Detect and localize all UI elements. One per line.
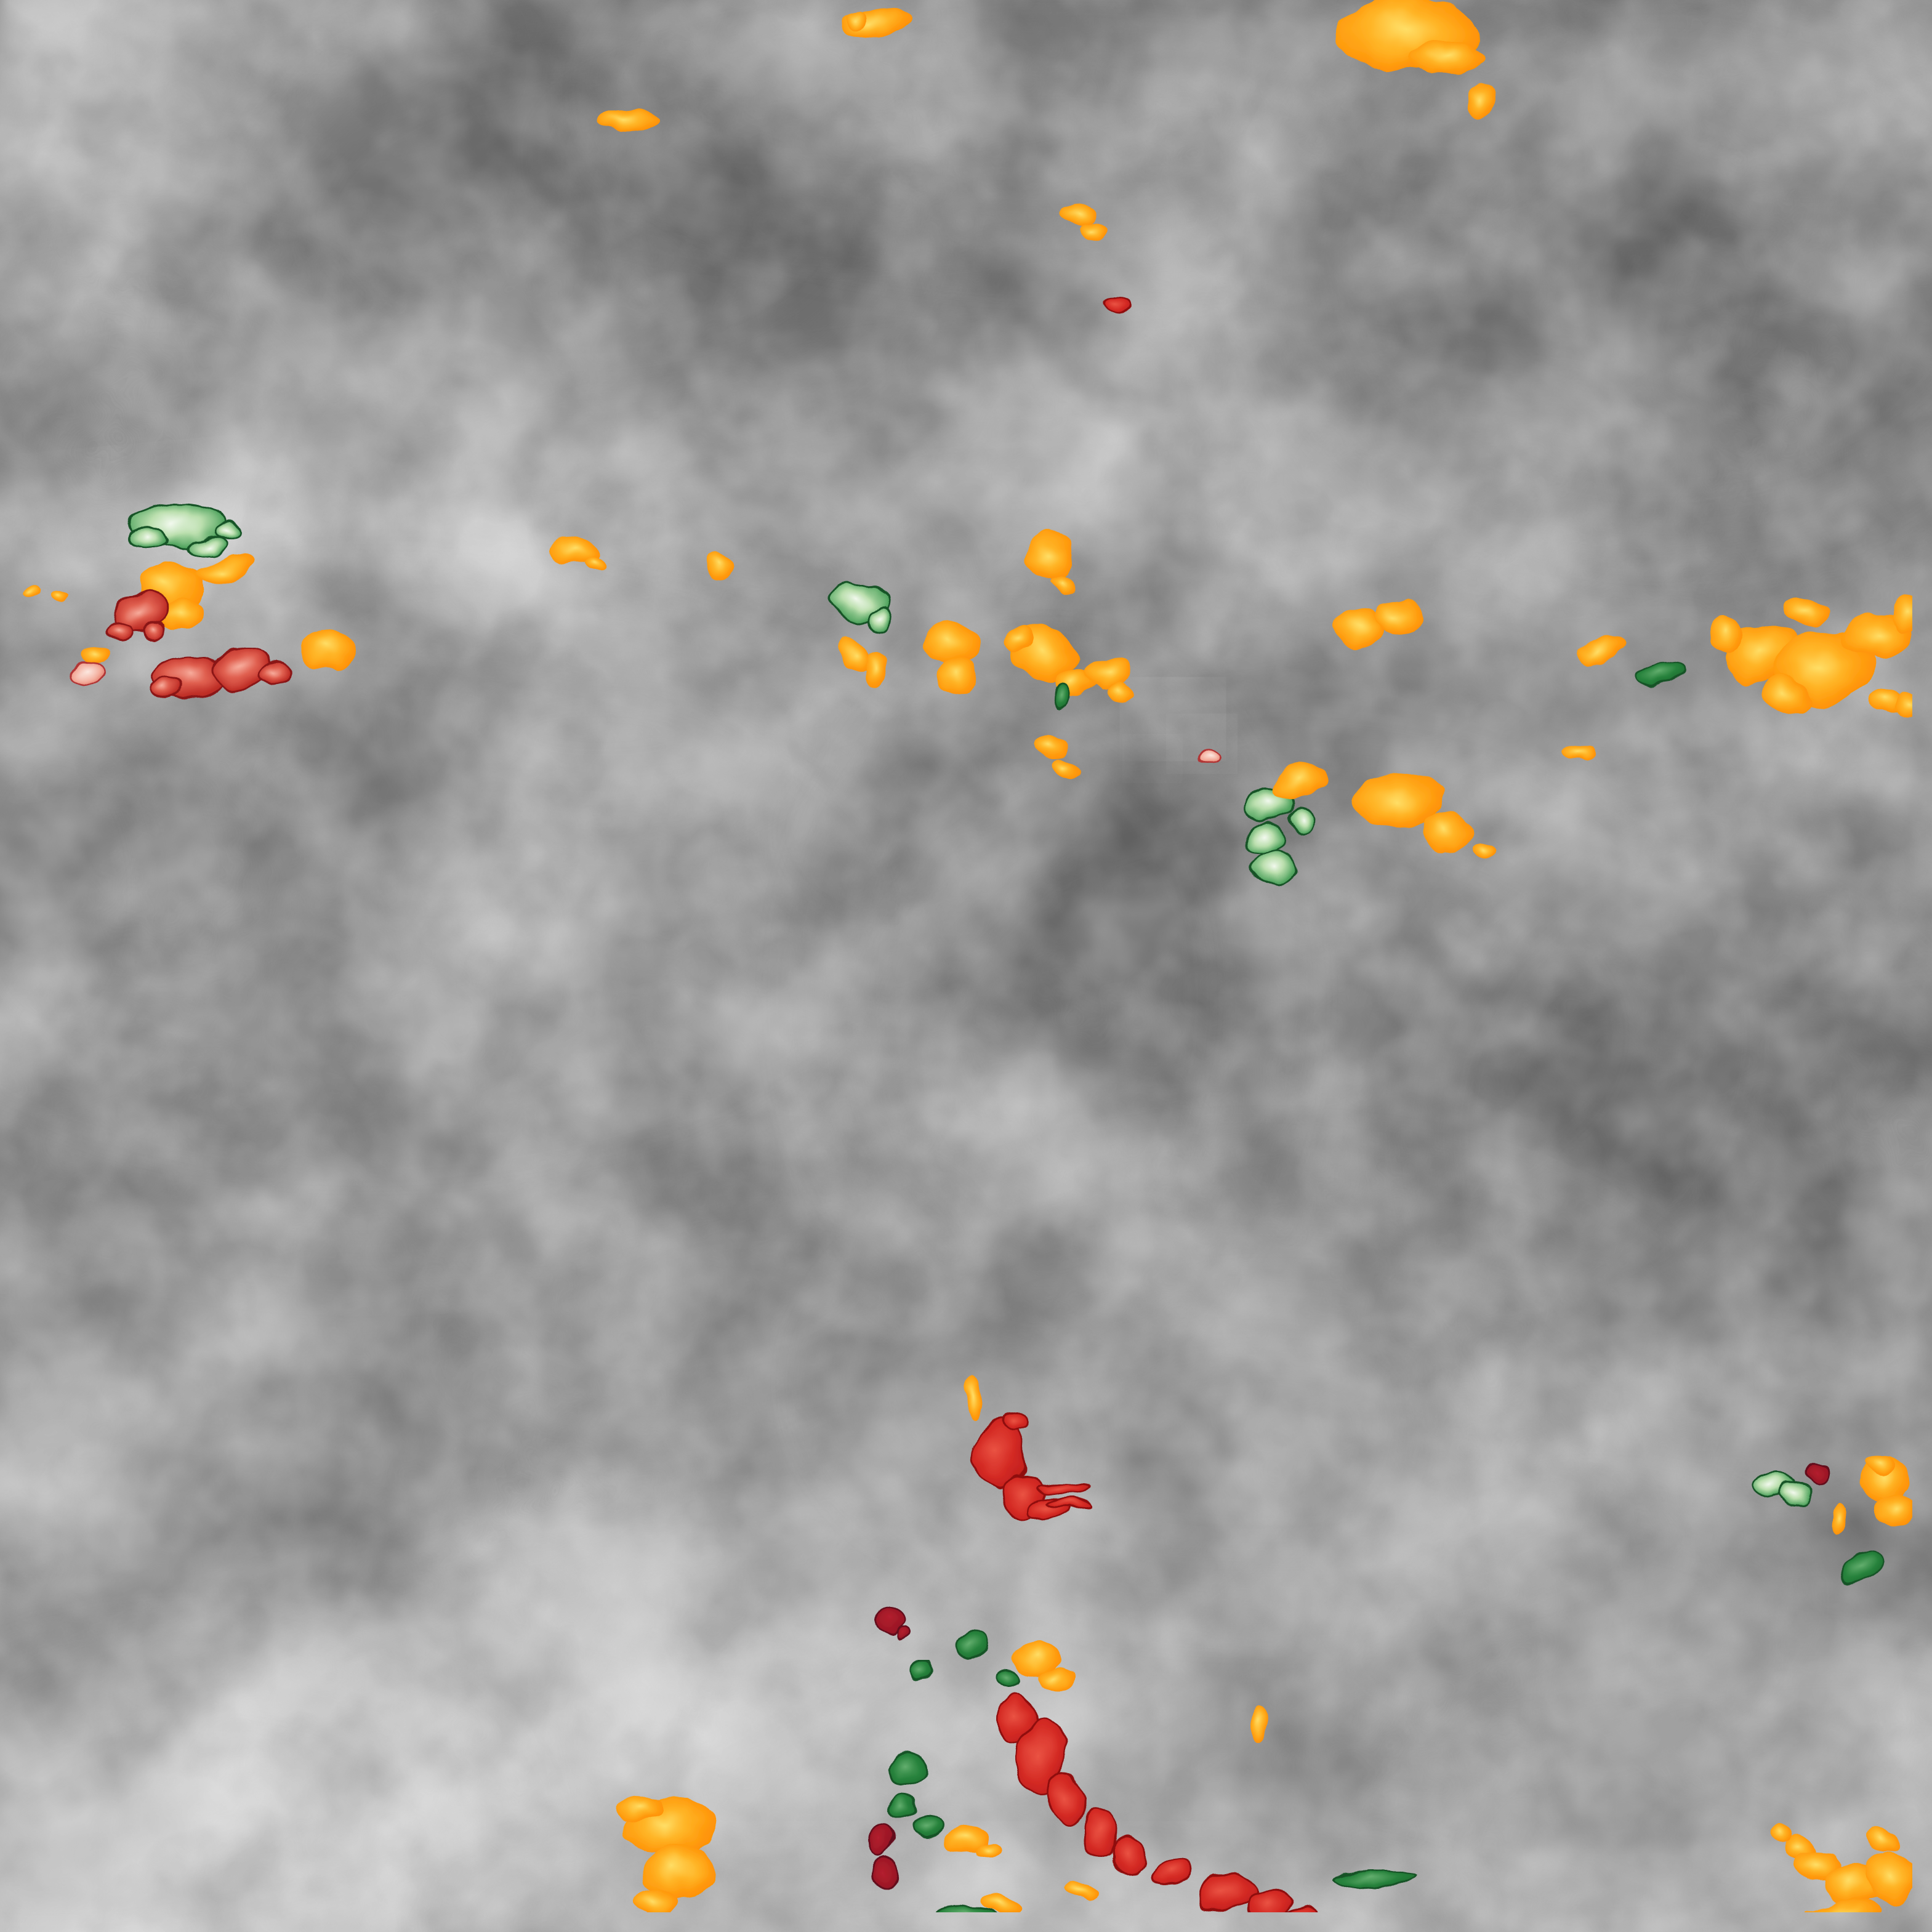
satellite-ir-image: [0, 0, 1932, 1932]
cell-lobe: [1006, 628, 1038, 653]
cell-lobe: [187, 534, 226, 552]
convective-cell-pink: [1200, 751, 1217, 767]
cell-lobe: [1869, 1854, 1914, 1904]
cell-lobe: [886, 1793, 914, 1817]
satellite-scene: [0, 0, 1932, 1932]
convective-cell-dark_red: [1806, 1462, 1829, 1483]
cell-lobe: [975, 1893, 1020, 1912]
convective-cell-green_small: [994, 1670, 1022, 1686]
cell-lobe: [896, 1629, 914, 1640]
cell-lobe: [1049, 574, 1072, 592]
cell-lobe: [909, 1817, 941, 1837]
cell-lobe: [1198, 1872, 1255, 1910]
cell-lobe: [1705, 621, 1743, 647]
convective-cell-orange: [1827, 1502, 1846, 1532]
cell-lobe: [1335, 606, 1383, 650]
cell-lobe: [1410, 40, 1484, 77]
cell-lobe: [1250, 1709, 1266, 1741]
convective-cell-green_small: [1335, 1870, 1418, 1887]
convective-cell-orange: [1071, 1883, 1099, 1899]
cell-lobe: [1769, 1825, 1792, 1841]
convective-cell-green_small: [1055, 683, 1071, 707]
cell-lobe: [1255, 850, 1303, 888]
cell-lobe: [1103, 299, 1127, 318]
convective-cell-pink: [71, 662, 105, 682]
cell-lobe: [887, 1752, 932, 1784]
cell-lobe: [994, 1670, 1022, 1686]
cell-lobe: [1420, 816, 1476, 848]
cell-lobe: [1335, 1870, 1418, 1887]
cell-lobe: [1878, 1492, 1917, 1527]
cell-lobe: [850, 10, 872, 27]
convective-cell-orange: [843, 10, 912, 37]
cell-lobe: [1781, 1483, 1809, 1504]
cell-lobe: [1048, 1500, 1092, 1509]
cell-lobe: [131, 526, 168, 548]
cell-lobe: [911, 1665, 934, 1681]
cell-lobe: [107, 621, 134, 638]
cell-lobe: [147, 622, 171, 636]
cell-lobe: [616, 1796, 665, 1818]
cell-lobe: [1827, 1502, 1846, 1532]
cell-lobe: [863, 651, 888, 686]
cell-lobe: [1081, 1811, 1113, 1855]
cell-lobe: [872, 1823, 892, 1855]
convective-cell-orange: [597, 110, 654, 131]
cell-lobe: [261, 662, 293, 685]
cell-lobe: [1071, 1883, 1099, 1899]
convective-cell-orange: [1563, 746, 1593, 759]
cell-lobe: [954, 1630, 990, 1658]
cell-lobe: [214, 522, 241, 537]
convective-cell-orange: [296, 631, 357, 669]
cell-lobe: [1806, 1462, 1829, 1483]
cell-lobe: [582, 555, 603, 570]
convective-cell-green_small: [911, 1665, 934, 1681]
cell-lobe: [71, 662, 105, 682]
cell-lobe: [24, 587, 40, 597]
cell-lobe: [1042, 1665, 1078, 1686]
cell-lobe: [1026, 531, 1070, 579]
cell-lobe: [1200, 751, 1217, 767]
cell-lobe: [973, 1843, 1005, 1859]
cell-lobe: [1863, 1455, 1895, 1475]
cell-lobe: [965, 1380, 981, 1418]
cell-lobe: [1761, 678, 1813, 716]
cell-lobe: [1047, 1771, 1085, 1827]
cell-lobe: [1055, 683, 1071, 707]
cell-lobe: [52, 589, 71, 600]
convective-cell-orange: [975, 1893, 1020, 1912]
cell-lobe: [707, 550, 730, 576]
convective-cell-orange: [707, 550, 730, 576]
cell-lobe: [1468, 83, 1497, 117]
cell-lobe: [1108, 685, 1135, 704]
cell-lobe: [1053, 756, 1079, 773]
cell-lobe: [80, 644, 112, 664]
convective-cell-orange: [965, 1380, 981, 1418]
cell-lobe: [597, 110, 654, 131]
cell-lobe: [1036, 1483, 1088, 1494]
cell-lobe: [1036, 730, 1072, 757]
convective-cell-bright_red: [1103, 299, 1127, 318]
cell-lobe: [1472, 843, 1498, 859]
cell-lobe: [1004, 1412, 1028, 1432]
cell-lobe: [1109, 1838, 1147, 1870]
cell-lobe: [1563, 746, 1593, 759]
cell-lobe: [1375, 602, 1423, 637]
cell-lobe: [936, 659, 975, 691]
cell-lobe: [1287, 809, 1313, 831]
cell-lobe: [875, 1857, 901, 1889]
convective-cell-orange: [80, 644, 112, 664]
cell-lobe: [1782, 594, 1832, 625]
cell-lobe: [296, 631, 357, 669]
cell-lobe: [151, 680, 182, 697]
convective-cell-green_small: [954, 1630, 990, 1658]
cell-lobe: [1079, 222, 1111, 241]
cell-lobe: [870, 603, 891, 631]
cell-lobe: [926, 619, 978, 664]
cell-lobe: [1869, 1830, 1901, 1854]
convective-cell-orange: [1250, 1709, 1266, 1741]
cell-lobe: [1155, 1860, 1187, 1886]
